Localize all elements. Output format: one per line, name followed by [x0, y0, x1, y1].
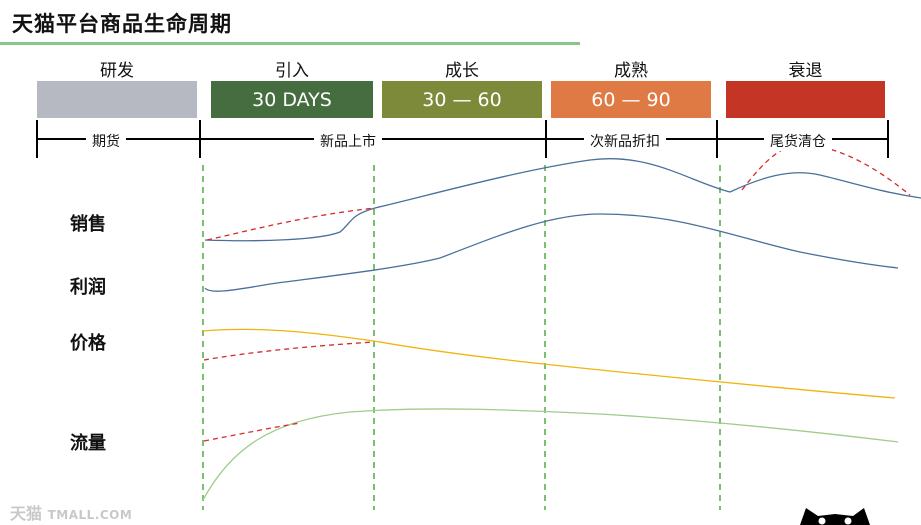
- sales-curve: [204, 158, 921, 242]
- ideal-curves: [203, 143, 911, 442]
- stage-name-growth: 成长: [445, 61, 479, 81]
- period-brackets: [36, 120, 889, 158]
- stage-box-maturity: 60 — 90: [551, 81, 711, 118]
- price-curve: [202, 328, 896, 399]
- stage-box-introduction: 30 DAYS: [211, 81, 373, 118]
- sales-ideal-curve: [206, 207, 376, 241]
- stage-box-growth: 30 — 60: [382, 81, 542, 118]
- metric-label-sales: 销售: [70, 214, 106, 235]
- stage-box-research: [37, 81, 197, 118]
- watermark-domain-text: TMALL.COM: [47, 508, 133, 522]
- metric-label-traffic: 流量: [70, 433, 106, 454]
- price-ideal-curve: [203, 341, 375, 361]
- period-label-futures: 期货: [86, 131, 126, 151]
- stage-box-decline: [726, 81, 885, 118]
- stage-name-maturity: 成熟: [614, 61, 648, 81]
- traffic-curve: [202, 408, 899, 501]
- watermark-logo-text: 天猫: [10, 504, 43, 523]
- traffic-ideal-curve: [203, 422, 301, 442]
- period-label-new-launch: 新品上市: [314, 131, 382, 151]
- metric-label-profit: 利润: [70, 277, 106, 298]
- profit-curve: [204, 213, 899, 292]
- period-label-discount: 次新品折扣: [584, 131, 666, 151]
- stage-name-introduction: 引入: [275, 61, 309, 81]
- decline-ideal-curve: [741, 143, 911, 196]
- stage-name-research: 研发: [100, 61, 134, 81]
- period-label-clearance: 尾货清仓: [764, 131, 832, 151]
- stage-name-decline: 衰退: [788, 61, 823, 81]
- page-title: 天猫平台商品生命周期: [12, 12, 232, 36]
- tmall-watermark: 天猫 TMALL.COM: [10, 500, 132, 524]
- stage-dividers: [202, 165, 721, 510]
- title-underline: [0, 42, 580, 45]
- metric-label-price: 价格: [70, 333, 106, 354]
